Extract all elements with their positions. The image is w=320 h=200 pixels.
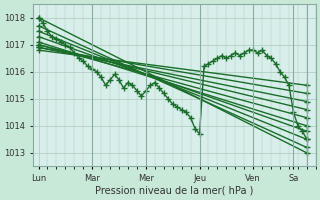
X-axis label: Pression niveau de la mer( hPa ): Pression niveau de la mer( hPa ) [95,186,253,196]
